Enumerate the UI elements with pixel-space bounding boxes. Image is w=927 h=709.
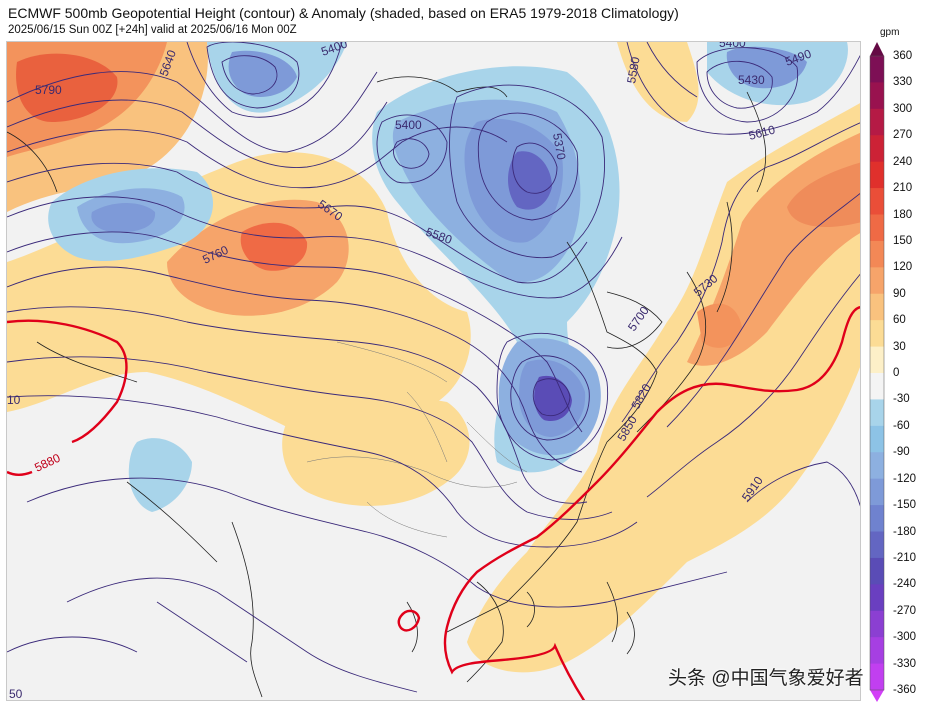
label-5700: 5700 xyxy=(625,304,652,334)
colorbar-tick-label: -300 xyxy=(893,631,917,644)
colorbar-swatch xyxy=(870,425,884,453)
colorbar-tick-label: 330 xyxy=(893,76,913,89)
colorbar-tick-label: -180 xyxy=(893,525,917,538)
colorbar-tick-label: -270 xyxy=(893,604,917,617)
label-5400-c: 5400 xyxy=(719,42,746,50)
colorbar-tick-label: 300 xyxy=(893,102,913,115)
colorbar-swatch xyxy=(870,188,884,215)
colorbar-tick-label: -210 xyxy=(893,551,917,564)
colorbar xyxy=(866,42,926,704)
colorbar-tick-label: 30 xyxy=(893,340,906,353)
label-5370: 5370 xyxy=(550,132,568,161)
colorbar-tick-label: 210 xyxy=(893,182,913,195)
colorbar-tick-label: -150 xyxy=(893,499,917,512)
label-5610: 5610 xyxy=(747,122,777,143)
province-boundaries xyxy=(306,341,528,538)
colorbar-swatch xyxy=(870,161,884,189)
cold-anomaly-okhotsk-core xyxy=(726,46,807,89)
colorbar-swatch xyxy=(870,82,884,110)
label-5430: 5430 xyxy=(738,73,765,87)
colorbar-swatch xyxy=(870,557,884,585)
valid-time-subtitle: 2025/06/15 Sun 00Z [+24h] valid at 2025/… xyxy=(8,24,297,36)
colorbar-swatch xyxy=(870,584,884,612)
warm-anomaly-sw xyxy=(7,322,43,401)
colorbar-swatch xyxy=(870,108,884,136)
warm-anomaly-central-core xyxy=(240,222,308,271)
colorbar-tick-label: 0 xyxy=(893,367,900,379)
colorbar-outline xyxy=(869,55,885,691)
label-5400-b: 5400 xyxy=(395,118,422,132)
colorbar-swatch xyxy=(870,505,884,532)
colorbar-tick-label: -60 xyxy=(893,419,910,432)
colorbar-swatch xyxy=(870,452,884,480)
colorbar-tick-label: 150 xyxy=(893,234,913,247)
colorbar-swatch xyxy=(870,293,884,321)
colorbar-tick-label: 180 xyxy=(893,208,913,221)
cold-anomaly-korea-core xyxy=(534,375,572,422)
colorbar-tick-label: 90 xyxy=(893,287,906,300)
colorbar-bottom-arrow xyxy=(870,690,884,702)
colorbar-tick-label: 240 xyxy=(893,155,913,168)
colorbar-swatch xyxy=(870,346,884,374)
label-5880: 5880 xyxy=(32,451,62,475)
warm-anomaly-east xyxy=(617,42,699,122)
cold-anomaly-siberia-core xyxy=(91,203,156,233)
label-5790: 5790 xyxy=(35,83,62,97)
colorbar-tick-label: 360 xyxy=(893,50,913,62)
colorbar-tick-label: -240 xyxy=(893,578,917,591)
colorbar-tick-label: 60 xyxy=(893,314,906,327)
anomaly-shading xyxy=(7,42,860,673)
label-5580-a: 5580 xyxy=(624,55,642,84)
colorbar-swatch xyxy=(870,637,884,665)
warm-anomaly-pacific-core xyxy=(787,162,860,227)
colorbar-swatch xyxy=(870,56,884,83)
colorbar-swatch xyxy=(870,214,884,242)
colorbar-tick-label: -90 xyxy=(893,446,910,459)
cold-anomaly-india xyxy=(128,438,192,512)
watermark: 头条 @中国气象爱好者 xyxy=(668,668,864,689)
colorbar-unit: gpm xyxy=(880,27,900,38)
chart-title: ECMWF 500mb Geopotential Height (contour… xyxy=(8,5,679,21)
colorbar-tick-label: -360 xyxy=(893,684,917,696)
colorbar-swatch xyxy=(870,531,884,559)
cold-anomaly-main-trough-core xyxy=(508,151,552,210)
height-contours xyxy=(7,42,860,693)
contour-5880 xyxy=(7,306,860,700)
colorbar-tick-label: -30 xyxy=(893,393,910,406)
colorbar-swatch xyxy=(870,135,884,163)
colorbar-swatch xyxy=(870,240,884,268)
warm-anomaly-nw-center xyxy=(16,53,118,122)
colorbar-swatch xyxy=(870,373,884,400)
colorbar-top-arrow xyxy=(870,42,884,56)
colorbar-tick-label: 270 xyxy=(893,129,913,142)
colorbar-swatch xyxy=(870,320,884,348)
coastlines xyxy=(7,76,767,698)
colorbar-tick-label: 120 xyxy=(893,261,913,274)
colorbar-swatch xyxy=(870,610,884,638)
warm-anomaly-china xyxy=(282,398,470,506)
colorbar-tick-label: -330 xyxy=(893,657,917,670)
cold-anomaly-north-core xyxy=(228,50,297,97)
anomaly-map[interactable]: 5790 5640 5400 5400 5400 5430 5490 5580 … xyxy=(6,41,861,701)
colorbar-swatch xyxy=(870,478,884,506)
colorbar-tick-label: -120 xyxy=(893,472,917,485)
label-50: 50 xyxy=(9,687,23,701)
warm-anomaly-japan-core xyxy=(697,303,742,348)
colorbar-swatch xyxy=(870,663,884,691)
colorbar-swatch xyxy=(870,399,884,427)
colorbar-swatch xyxy=(870,267,884,295)
label-10: 10 xyxy=(7,393,21,407)
